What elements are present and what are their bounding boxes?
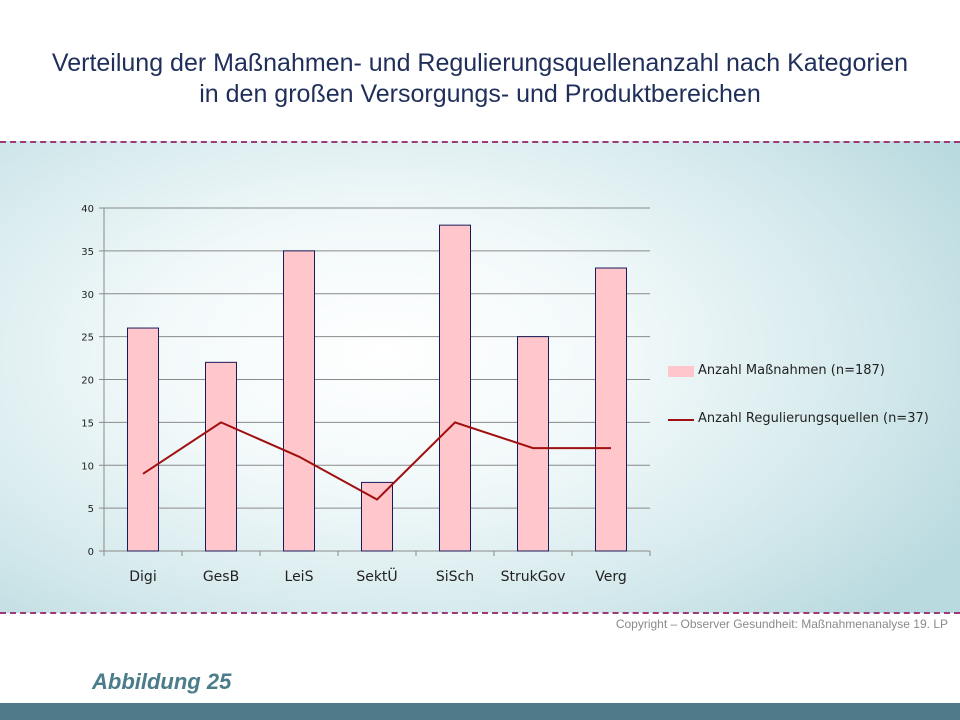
bar-gesb xyxy=(205,361,237,552)
y-tick-label: 30 xyxy=(81,290,94,301)
slide-title-line-2: in den großen Versorgungs- und Produktbe… xyxy=(199,80,761,108)
y-tick-label: 20 xyxy=(81,376,94,387)
x-tick-label: SektÜ xyxy=(356,567,397,585)
y-tick-label: 25 xyxy=(81,333,94,344)
bar-sisch xyxy=(439,224,471,552)
legend-bar-swatch xyxy=(668,366,694,377)
copyright-note: Copyright – Observer Gesundheit: Maßnahm… xyxy=(615,617,948,631)
legend-line-swatch xyxy=(668,419,694,421)
bar-leis xyxy=(283,250,315,552)
slide-title: Verteilung der Maßnahmen- und Regulierun… xyxy=(0,48,960,110)
x-tick-label: GesB xyxy=(203,569,239,585)
legend-label-line: Anzahl Regulierungsquellen (n=37) xyxy=(698,411,929,426)
x-tick-label: Verg xyxy=(595,569,627,585)
y-tick-label: 0 xyxy=(88,547,94,558)
x-tick-label: StrukGov xyxy=(501,569,566,585)
x-tick-label: LeiS xyxy=(285,569,314,585)
y-tick-label: 15 xyxy=(81,418,94,429)
figure-label: Abbildung 25 xyxy=(92,669,232,694)
footer-bar xyxy=(0,703,960,720)
bar-digi xyxy=(127,327,159,552)
chart-background-band xyxy=(0,141,960,613)
legend-label-bars: Anzahl Maßnahmen (n=187) xyxy=(698,363,885,378)
y-tick-label: 10 xyxy=(81,461,94,472)
x-tick-label: SiSch xyxy=(436,569,474,585)
y-tick-label: 5 xyxy=(88,504,94,515)
bar-verg xyxy=(595,267,627,552)
top-dashed-divider xyxy=(0,141,960,143)
y-tick-label: 35 xyxy=(81,247,94,258)
slide-title-line-1: Verteilung der Maßnahmen- und Regulierun… xyxy=(51,49,909,77)
y-tick-label: 40 xyxy=(81,204,94,215)
x-tick-label: Digi xyxy=(129,569,156,585)
bottom-dashed-divider xyxy=(0,612,960,614)
